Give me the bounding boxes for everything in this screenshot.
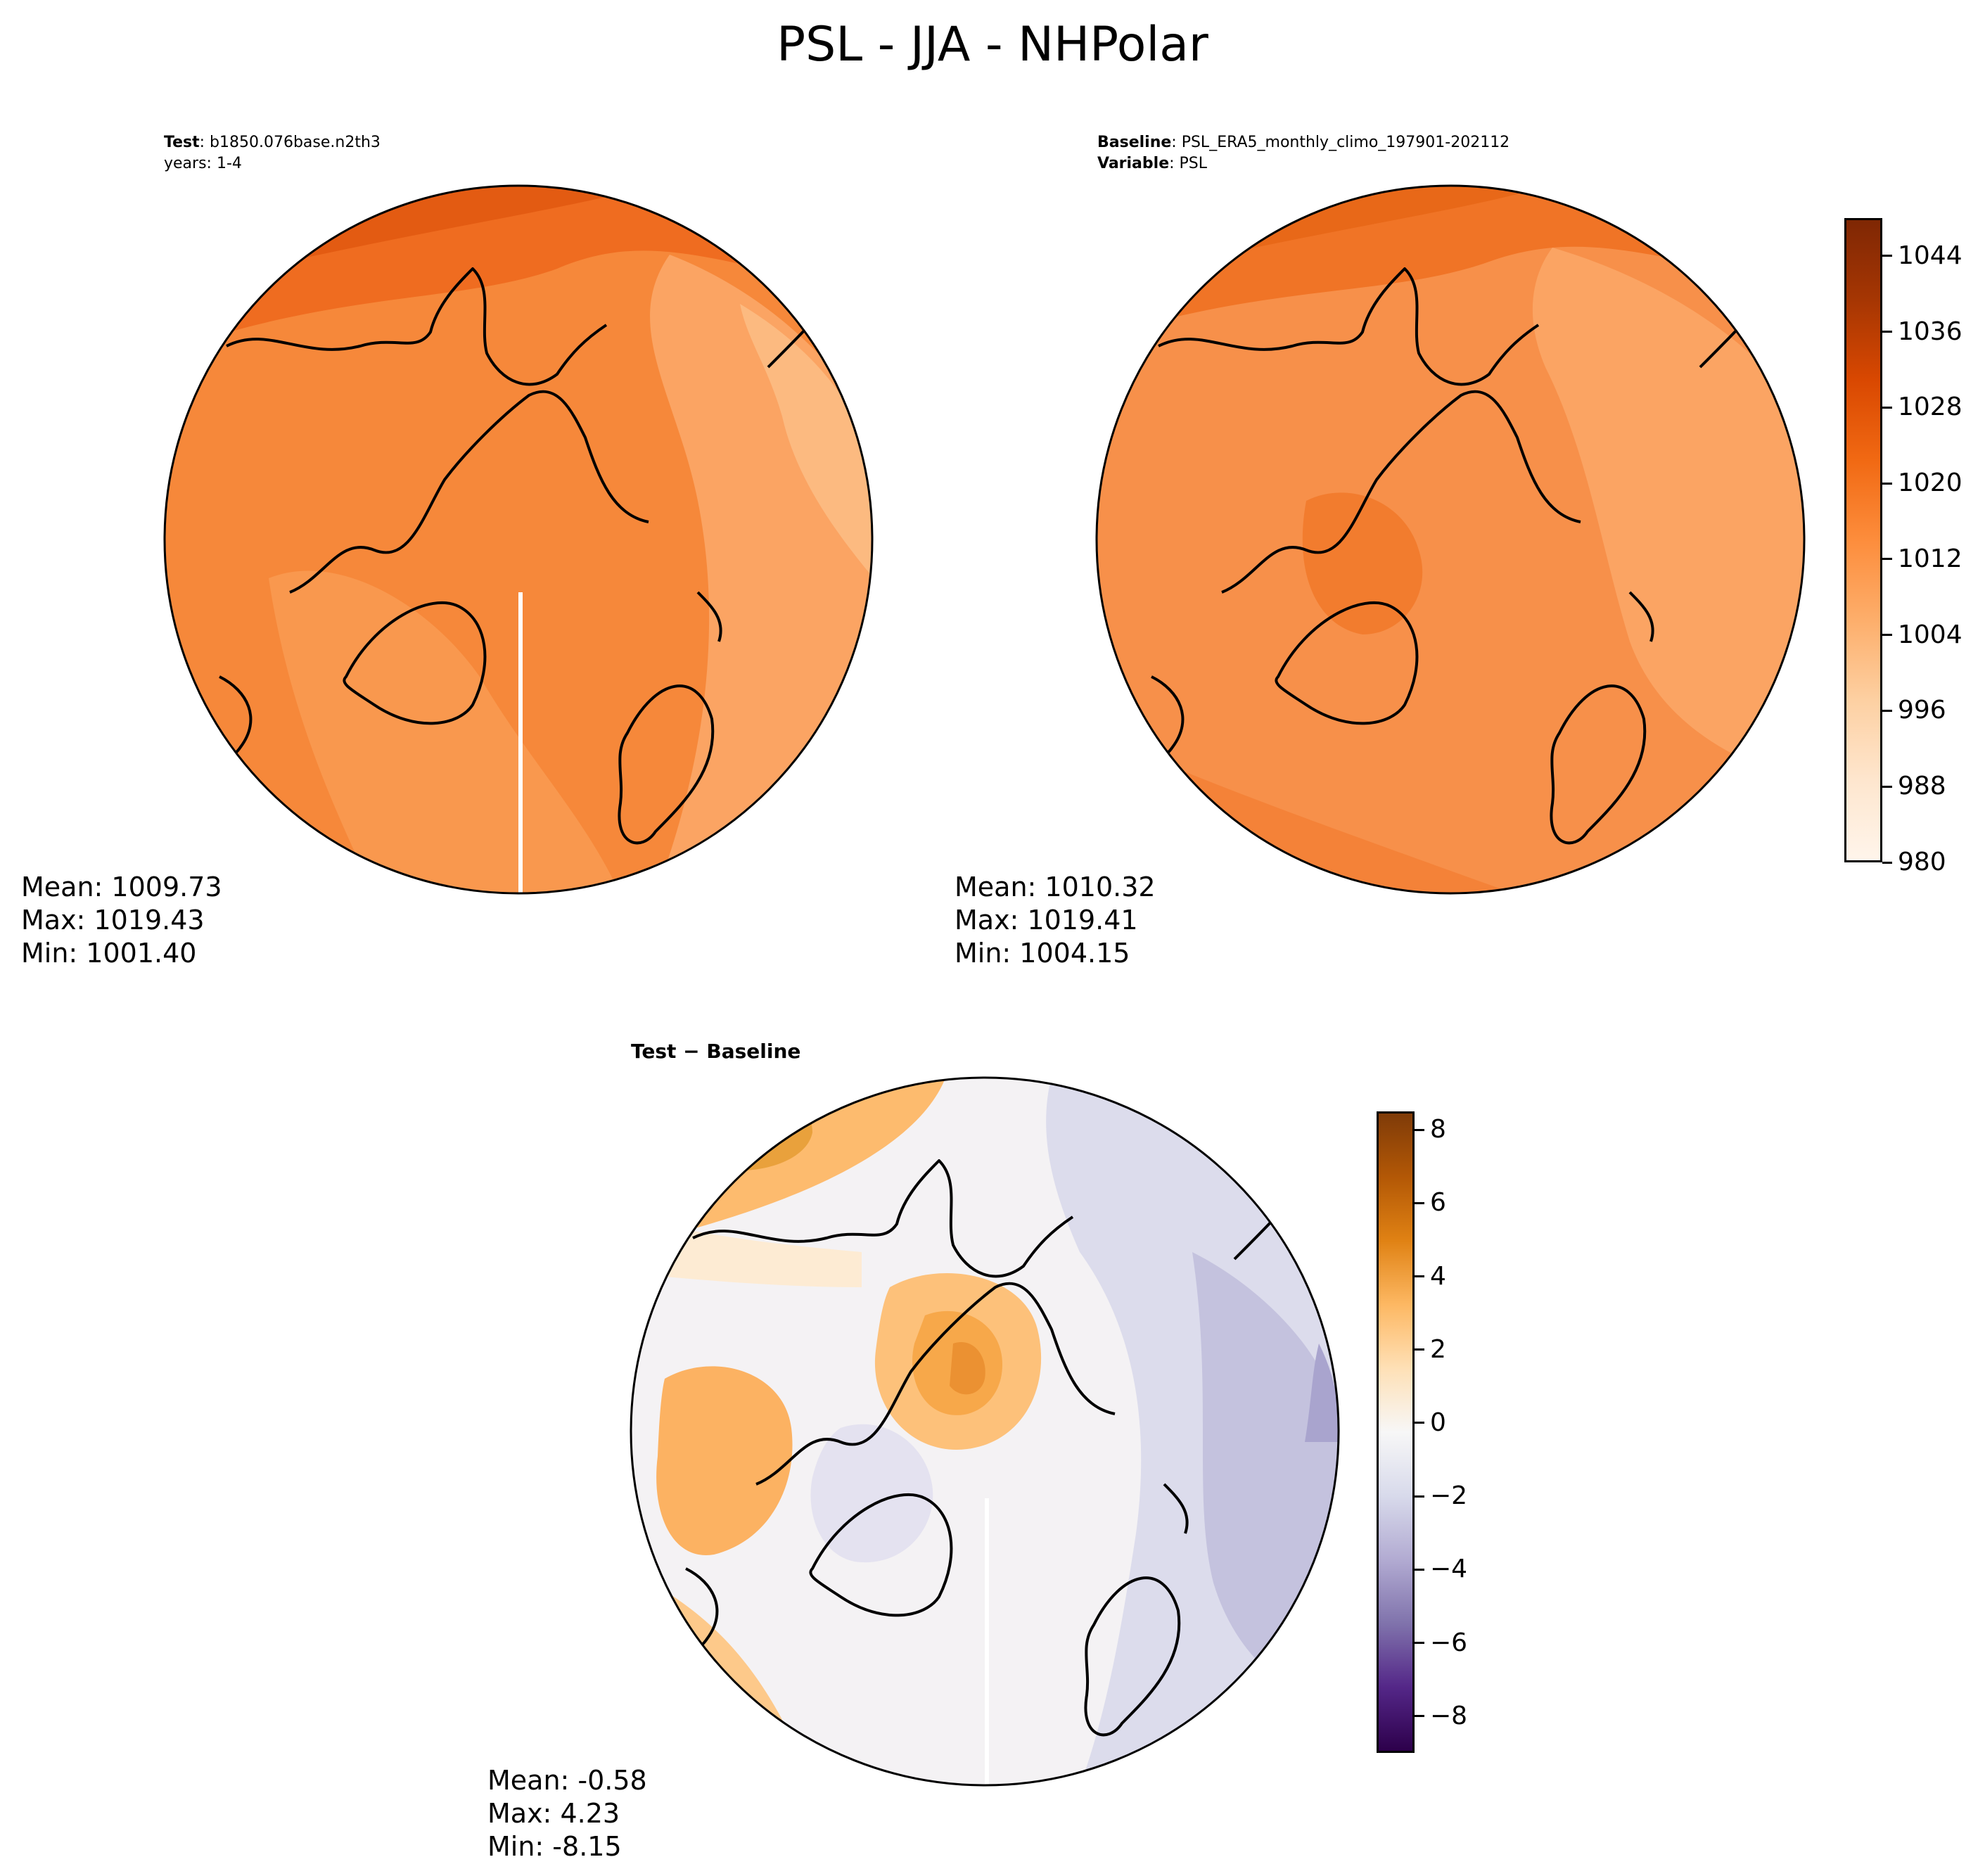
psl-colorbar-tick-mark bbox=[1882, 406, 1892, 409]
baseline-min: Min: 1004.15 bbox=[955, 938, 1130, 969]
psl-colorbar-tick-mark bbox=[1882, 331, 1892, 333]
test-label: Test: b1850.076base.n2th3 bbox=[164, 132, 381, 153]
baseline-variable: Variable: PSL bbox=[1097, 153, 1207, 174]
psl-colorbar-tick-mark bbox=[1882, 861, 1892, 864]
psl-colorbar-tick-mark bbox=[1882, 709, 1892, 712]
psl-colorbar-tick-label: 988 bbox=[1898, 772, 1946, 801]
diff-colorbar-ticks: 8 6 4 2 0 −2 −4 −6 −8 bbox=[1415, 1111, 1499, 1753]
diff-colorbar-tick-mark bbox=[1415, 1275, 1424, 1277]
psl-colorbar-tick-label: 996 bbox=[1898, 696, 1946, 725]
diff-colorbar bbox=[1377, 1111, 1415, 1753]
diff-colorbar-tick-mark bbox=[1415, 1568, 1424, 1571]
psl-colorbar-tick-label: 980 bbox=[1898, 848, 1946, 876]
psl-colorbar-tick-label: 1012 bbox=[1898, 544, 1962, 573]
diff-colorbar-tick-label: 0 bbox=[1430, 1408, 1446, 1437]
psl-colorbar-tick-label: 1020 bbox=[1898, 468, 1962, 498]
diff-colorbar-tick-label: −6 bbox=[1430, 1628, 1468, 1657]
baseline-max: Max: 1019.41 bbox=[955, 905, 1138, 936]
diff-colorbar-tick-label: 6 bbox=[1430, 1188, 1446, 1218]
diff-max: Max: 4.23 bbox=[487, 1798, 620, 1829]
test-max: Max: 1019.43 bbox=[21, 905, 205, 936]
psl-colorbar bbox=[1844, 218, 1882, 862]
test-mean: Mean: 1009.73 bbox=[21, 872, 222, 902]
psl-colorbar-tick-label: 1004 bbox=[1898, 620, 1962, 649]
test-map bbox=[163, 184, 874, 895]
diff-colorbar-tick-label: 4 bbox=[1430, 1261, 1446, 1291]
test-years: years: 1-4 bbox=[164, 155, 242, 172]
diff-title: Test − Baseline bbox=[631, 1040, 801, 1063]
figure-title: PSL - JJA - NHPolar bbox=[777, 17, 1208, 72]
psl-colorbar-tick-mark bbox=[1882, 482, 1892, 485]
psl-colorbar-tick-mark bbox=[1882, 785, 1892, 788]
diff-colorbar-tick-mark bbox=[1415, 1642, 1424, 1645]
baseline-map bbox=[1095, 184, 1806, 895]
psl-colorbar-tick-mark bbox=[1882, 634, 1892, 637]
psl-colorbar-tick-label: 1028 bbox=[1898, 393, 1962, 422]
baseline-label: Baseline: PSL_ERA5_monthly_climo_197901-… bbox=[1097, 132, 1510, 153]
diff-colorbar-tick-label: 8 bbox=[1430, 1115, 1446, 1144]
diff-colorbar-tick-label: −2 bbox=[1430, 1481, 1468, 1511]
diff-colorbar-tick-label: −4 bbox=[1430, 1555, 1468, 1584]
diff-colorbar-tick-mark bbox=[1415, 1128, 1424, 1131]
diff-colorbar-tick-mark bbox=[1415, 1422, 1424, 1424]
test-stats: Mean: 1009.73 Max: 1019.43 Min: 1001.40 bbox=[21, 871, 222, 970]
baseline-case-name: : PSL_ERA5_monthly_climo_197901-202112 bbox=[1171, 134, 1510, 151]
diff-min: Min: -8.15 bbox=[487, 1831, 622, 1862]
baseline-variable-bold: Variable bbox=[1097, 155, 1170, 172]
baseline-stats: Mean: 1010.32 Max: 1019.41 Min: 1004.15 bbox=[955, 871, 1156, 970]
diff-mean: Mean: -0.58 bbox=[487, 1765, 647, 1796]
baseline-label-bold: Baseline bbox=[1097, 134, 1172, 151]
diff-stats: Mean: -0.58 Max: 4.23 Min: -8.15 bbox=[487, 1764, 647, 1863]
psl-colorbar-tick-mark bbox=[1882, 558, 1892, 561]
baseline-variable-value: : PSL bbox=[1169, 155, 1208, 172]
test-label-bold: Test bbox=[164, 134, 200, 151]
psl-colorbar-ticks: 980 988 996 1004 1012 1020 1028 1036 1044 bbox=[1882, 218, 1981, 876]
diff-map bbox=[630, 1076, 1340, 1787]
psl-colorbar-tick-label: 1044 bbox=[1898, 241, 1962, 270]
test-case-name: : b1850.076base.n2th3 bbox=[199, 134, 381, 151]
diff-colorbar-tick-mark bbox=[1415, 1348, 1424, 1351]
diff-colorbar-tick-label: −8 bbox=[1430, 1701, 1468, 1730]
psl-colorbar-tick-label: 1036 bbox=[1898, 317, 1962, 346]
diff-colorbar-tick-mark bbox=[1415, 1715, 1424, 1718]
baseline-mean: Mean: 1010.32 bbox=[955, 872, 1156, 902]
diff-colorbar-tick-mark bbox=[1415, 1495, 1424, 1498]
diff-colorbar-tick-label: 2 bbox=[1430, 1334, 1446, 1364]
psl-colorbar-tick-mark bbox=[1882, 255, 1892, 257]
test-min: Min: 1001.40 bbox=[21, 938, 197, 969]
diff-colorbar-tick-mark bbox=[1415, 1201, 1424, 1204]
